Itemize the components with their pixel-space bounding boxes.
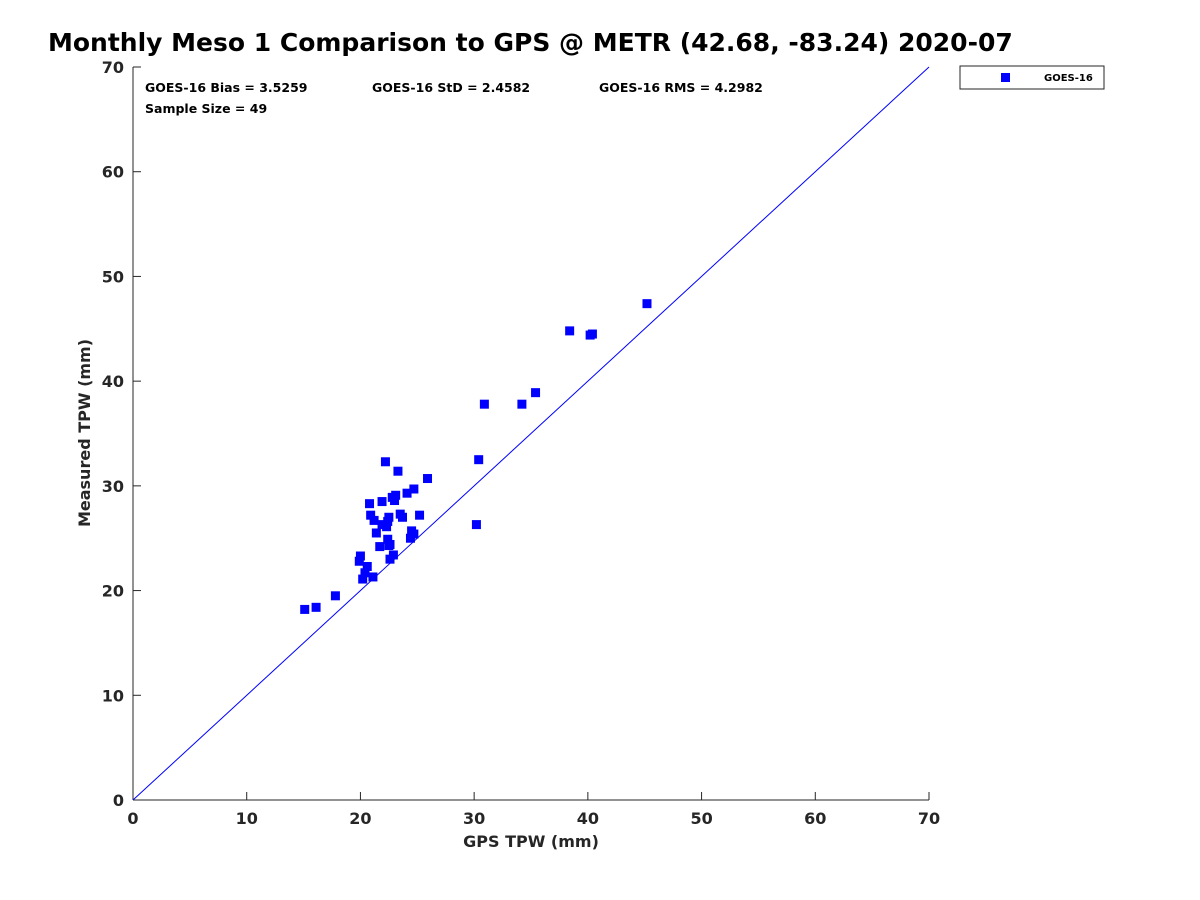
data-point	[423, 474, 433, 484]
data-point	[398, 512, 408, 522]
y-tick-label: 60	[102, 163, 124, 182]
data-point	[362, 561, 372, 571]
data-point	[409, 529, 419, 539]
data-point	[380, 457, 390, 467]
data-point	[409, 484, 419, 494]
data-point	[371, 528, 381, 538]
data-point	[375, 542, 385, 552]
data-point	[415, 510, 425, 520]
data-point	[383, 534, 393, 544]
x-axis-label: GPS TPW (mm)	[463, 832, 599, 851]
data-point	[377, 520, 387, 530]
data-point	[311, 602, 321, 612]
data-point	[354, 556, 364, 566]
x-tick-label: 0	[127, 809, 138, 828]
data-point	[517, 399, 527, 409]
data-point	[368, 572, 378, 582]
data-point	[565, 326, 575, 336]
data-point	[300, 604, 310, 614]
data-points	[300, 299, 652, 614]
data-point	[642, 299, 652, 309]
x-tick-label: 20	[349, 809, 371, 828]
data-point	[384, 512, 394, 522]
data-point	[377, 497, 387, 507]
x-tick-label: 40	[577, 809, 599, 828]
data-point	[531, 388, 541, 398]
y-tick-label: 70	[102, 58, 124, 77]
data-point	[365, 499, 375, 509]
sample-size-stat: Sample Size = 49	[145, 101, 267, 116]
data-point	[393, 466, 403, 476]
x-tick-label: 30	[463, 809, 485, 828]
y-tick-label: 10	[102, 686, 124, 705]
std-stat: GOES-16 StD = 2.4582	[372, 80, 530, 95]
y-tick-label: 0	[113, 791, 124, 810]
x-tick-label: 10	[236, 809, 258, 828]
data-point	[474, 455, 484, 465]
legend: GOES-16	[959, 65, 1105, 90]
rms-stat: GOES-16 RMS = 4.2982	[599, 80, 763, 95]
data-point	[385, 539, 395, 549]
y-axis-label: Measured TPW (mm)	[75, 339, 94, 527]
data-point	[402, 488, 412, 498]
y-tick-label: 40	[102, 372, 124, 391]
data-point	[479, 399, 489, 409]
data-point	[358, 574, 368, 584]
x-tick-label: 50	[690, 809, 712, 828]
data-point	[369, 515, 379, 525]
axes	[132, 67, 929, 801]
data-point	[382, 522, 392, 532]
x-tick-label: 70	[918, 809, 940, 828]
y-tick-label: 50	[102, 267, 124, 286]
bias-stat: GOES-16 Bias = 3.5259	[145, 80, 307, 95]
legend-marker	[1001, 73, 1010, 82]
data-point	[471, 520, 481, 530]
data-point	[360, 568, 370, 578]
y-tick-label: 30	[102, 477, 124, 496]
chart-title: Monthly Meso 1 Comparison to GPS @ METR …	[48, 28, 1013, 57]
tick-marks: 0 10 20 30 40 50 60 70 0 10 20 30 40 50 60 70	[102, 58, 940, 828]
data-point	[390, 496, 400, 506]
legend-box	[959, 65, 1105, 90]
x-tick-label: 60	[804, 809, 826, 828]
data-point	[366, 510, 376, 520]
one-to-one-line	[132, 66, 930, 801]
data-point	[388, 550, 398, 560]
legend-label: GOES-16	[1044, 73, 1093, 84]
y-tick-label: 20	[102, 582, 124, 601]
data-point	[391, 490, 401, 500]
data-point	[355, 551, 365, 561]
data-point	[587, 329, 597, 339]
data-point	[330, 591, 340, 601]
